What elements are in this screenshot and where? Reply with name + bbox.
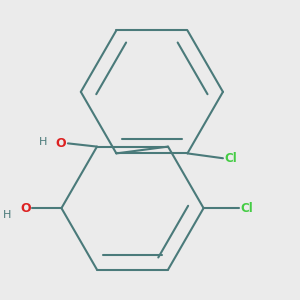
Text: Cl: Cl <box>225 152 237 165</box>
Text: Cl: Cl <box>241 202 254 214</box>
Text: H: H <box>38 137 47 147</box>
Text: O: O <box>56 137 66 150</box>
Text: H: H <box>3 210 11 220</box>
Text: O: O <box>20 202 31 214</box>
